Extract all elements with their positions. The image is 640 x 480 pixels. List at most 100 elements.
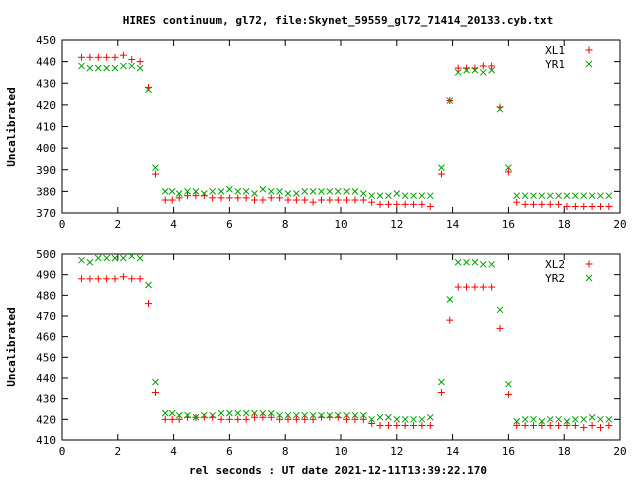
data-point-yr1 <box>152 164 159 171</box>
data-point-xl1 <box>343 196 351 204</box>
x-marker <box>530 192 537 200</box>
data-point-yr2 <box>463 258 470 266</box>
data-point-xl2 <box>571 422 579 430</box>
x-marker <box>588 192 596 200</box>
data-point-yr1 <box>145 86 152 94</box>
data-point-xl2 <box>563 422 571 430</box>
y-axis-label: Uncalibrated <box>5 87 18 166</box>
y-tick-label: 440 <box>36 56 56 69</box>
x-tick-label: 4 <box>170 445 177 458</box>
data-point-yr1 <box>488 66 496 74</box>
data-point-xl2 <box>359 415 367 423</box>
y-tick-label: 480 <box>36 289 56 302</box>
legend-label: XL1 <box>545 44 565 57</box>
x-tick-label: 12 <box>390 218 403 231</box>
data-point-xl2 <box>538 422 546 430</box>
data-point-yr1 <box>463 66 470 74</box>
data-point-yr2 <box>318 411 325 419</box>
data-point-yr2 <box>242 409 250 417</box>
data-point-xl1 <box>437 170 445 178</box>
x-marker <box>563 192 571 200</box>
data-point-yr1 <box>226 185 233 193</box>
x-marker <box>161 188 169 195</box>
x-marker <box>217 409 225 417</box>
data-point-xl1 <box>161 196 169 204</box>
data-point-xl1 <box>301 196 309 204</box>
x-tick-label: 12 <box>390 445 403 458</box>
data-point-yr2 <box>175 411 183 419</box>
data-point-xl1 <box>309 198 317 206</box>
x-marker <box>555 192 562 200</box>
data-point-yr2 <box>351 411 359 419</box>
x-marker <box>454 258 462 266</box>
data-point-xl1 <box>351 196 359 204</box>
y-tick-label: 370 <box>36 207 56 220</box>
x-marker <box>145 281 152 289</box>
x-marker <box>276 188 283 195</box>
chart-title: HIRES continuum, gl72, file:Skynet_59559… <box>123 14 553 27</box>
data-point-xl2 <box>376 422 384 430</box>
x-marker <box>309 411 317 419</box>
data-point-xl1 <box>588 203 596 211</box>
data-point-yr1 <box>78 62 85 70</box>
x-marker <box>438 378 445 386</box>
data-point-xl1 <box>292 196 300 204</box>
x-marker <box>78 62 85 70</box>
x-marker <box>446 296 454 303</box>
x-tick-label: 20 <box>613 218 626 231</box>
data-point-yr2 <box>234 409 242 417</box>
data-point-yr1 <box>175 190 183 197</box>
data-point-xl1 <box>359 196 367 204</box>
data-point-yr2 <box>513 418 521 425</box>
data-point-yr1 <box>103 64 110 72</box>
data-point-xl1 <box>136 58 144 66</box>
data-point-yr1 <box>284 190 292 197</box>
data-point-xl1 <box>454 64 462 72</box>
data-point-xl2 <box>596 424 604 432</box>
x-marker <box>410 415 417 423</box>
data-point-xl1 <box>128 55 136 63</box>
data-point-yr2 <box>217 409 225 417</box>
x-marker <box>284 190 292 197</box>
data-point-xl1 <box>103 53 111 61</box>
x-marker <box>293 190 300 197</box>
x-marker <box>301 188 309 195</box>
data-point-xl2 <box>234 415 242 423</box>
x-marker <box>359 190 367 197</box>
data-point-yr1 <box>351 188 359 195</box>
data-point-xl1 <box>479 62 487 70</box>
x-tick-label: 8 <box>282 445 289 458</box>
data-point-yr1 <box>120 62 127 70</box>
x-marker <box>78 256 85 264</box>
data-point-xl2 <box>384 422 392 430</box>
x-tick-label: 0 <box>59 445 66 458</box>
data-point-xl2 <box>119 273 127 281</box>
y-tick-label: 410 <box>36 434 56 447</box>
data-point-yr1 <box>86 64 94 72</box>
x-marker <box>251 190 258 197</box>
x-axis-label: rel seconds : UT date 2021-12-11T13:39:2… <box>189 464 487 477</box>
x-marker <box>318 188 325 195</box>
x-marker <box>251 409 258 417</box>
x-marker <box>111 64 119 72</box>
x-marker <box>496 306 504 314</box>
y-tick-label: 390 <box>36 164 56 177</box>
data-point-xl1 <box>530 200 538 208</box>
legend-label: XL2 <box>545 258 565 271</box>
data-point-xl1 <box>521 200 529 208</box>
x-marker <box>597 192 604 200</box>
x-marker <box>505 380 512 388</box>
data-point-xl2 <box>111 275 119 283</box>
x-marker <box>463 66 470 74</box>
data-point-xl1 <box>334 196 342 204</box>
x-marker <box>572 415 579 423</box>
bottom-panel: 410 420 430 440 450 460 470 480 490 500 0 2 4 6 8 10 12 1… <box>5 248 627 458</box>
x-marker <box>301 411 309 419</box>
data-point-yr2 <box>572 415 579 423</box>
y-tick-label: 420 <box>36 413 56 426</box>
x-marker <box>168 188 176 195</box>
data-point-yr1 <box>410 192 417 200</box>
data-point-yr2 <box>410 415 417 423</box>
data-point-yr2 <box>168 409 176 417</box>
x-tick-label: 16 <box>502 218 515 231</box>
